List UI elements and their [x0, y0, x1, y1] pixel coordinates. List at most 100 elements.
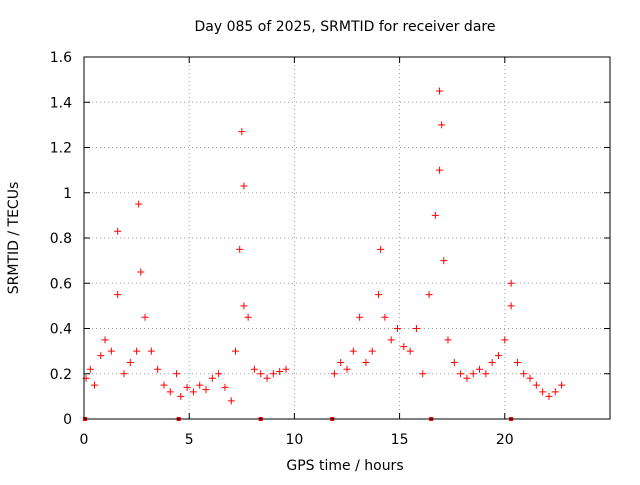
data-point-peak — [135, 200, 143, 208]
data-point — [457, 370, 465, 378]
data-point — [425, 291, 433, 299]
data-point-peak — [507, 279, 515, 287]
data-point — [126, 358, 134, 366]
data-points — [82, 87, 566, 421]
data-point — [147, 347, 155, 355]
data-point — [86, 365, 94, 373]
data-point — [526, 374, 534, 382]
y-tick-label: 0.2 — [50, 367, 72, 383]
data-point-peak — [438, 121, 446, 129]
data-point — [330, 370, 338, 378]
data-point-peak — [238, 128, 246, 136]
data-point — [450, 358, 458, 366]
data-point — [419, 370, 427, 378]
data-point — [469, 370, 477, 378]
x-axis-label: GPS time / hours — [286, 458, 403, 474]
data-point — [412, 325, 420, 332]
data-point — [545, 392, 553, 400]
data-point — [250, 365, 258, 373]
data-point — [551, 388, 559, 396]
data-point — [269, 370, 277, 378]
data-point — [263, 374, 271, 382]
y-tick-label: 1.6 — [50, 50, 72, 66]
data-point — [494, 352, 502, 360]
data-point-peak — [436, 87, 444, 95]
data-point — [436, 166, 444, 174]
data-point — [240, 302, 248, 310]
ticks: 0 0.2 0.4 0.6 0.8 1 1.2 1.4 1.6 0 5 10 15 20 — [50, 50, 610, 448]
data-point — [356, 313, 364, 321]
data-point — [539, 388, 547, 396]
data-point — [173, 370, 181, 378]
data-point — [393, 325, 401, 332]
data-point — [282, 365, 290, 373]
data-point — [236, 245, 244, 253]
data-point — [400, 343, 408, 351]
y-tick-label: 1 — [63, 186, 72, 202]
data-point-peak — [114, 227, 122, 235]
data-point — [166, 388, 174, 396]
data-point — [476, 365, 484, 373]
y-axis-label: SRMTID / TECUs — [6, 182, 22, 295]
data-point — [244, 313, 252, 321]
data-point — [114, 291, 122, 299]
data-point — [221, 383, 229, 391]
data-point — [375, 291, 383, 299]
data-point — [107, 347, 115, 355]
data-point — [406, 347, 414, 355]
y-tick-label: 0.4 — [50, 322, 72, 338]
chart-title: Day 085 of 2025, SRMTID for receiver dar… — [195, 19, 496, 35]
data-point-peak — [377, 245, 385, 253]
data-point — [215, 370, 223, 378]
data-point — [141, 313, 149, 321]
data-point — [91, 381, 99, 389]
data-point — [276, 367, 284, 375]
y-tick-label: 0 — [63, 412, 72, 428]
data-point — [202, 386, 210, 394]
y-tick-label: 0.6 — [50, 276, 72, 292]
data-point — [337, 358, 345, 366]
data-point — [558, 381, 566, 389]
y-tick-label: 0.8 — [50, 231, 72, 247]
data-point — [444, 336, 452, 344]
data-point — [101, 336, 109, 344]
data-point — [154, 365, 162, 373]
y-tick-label: 1.4 — [50, 95, 72, 111]
x-tick-label: 10 — [285, 432, 303, 448]
data-point — [368, 347, 376, 355]
data-point — [196, 381, 204, 389]
data-point — [482, 370, 490, 378]
x-tick-label: 5 — [185, 432, 194, 448]
data-point — [463, 374, 471, 382]
data-point — [189, 388, 197, 396]
data-point — [520, 370, 528, 378]
data-point — [208, 374, 216, 382]
data-point — [257, 370, 265, 378]
data-point — [507, 302, 515, 310]
data-point — [349, 347, 357, 355]
data-point — [381, 313, 389, 321]
x-tick-label: 20 — [496, 432, 514, 448]
data-point — [231, 347, 239, 355]
data-point — [431, 211, 439, 219]
data-point — [488, 358, 496, 366]
data-point — [177, 392, 185, 400]
data-point — [97, 352, 105, 360]
data-point — [160, 381, 168, 389]
data-point — [183, 383, 191, 391]
data-point — [133, 347, 141, 355]
y-tick-label: 1.2 — [50, 141, 72, 157]
data-point — [362, 358, 370, 366]
x-tick-label: 0 — [80, 432, 89, 448]
data-point — [120, 370, 128, 378]
data-point — [532, 381, 540, 389]
data-point — [387, 336, 395, 344]
data-point — [137, 268, 145, 276]
data-point — [440, 257, 448, 265]
grid — [84, 57, 610, 419]
data-point — [343, 365, 351, 373]
data-point-peak — [240, 182, 248, 190]
